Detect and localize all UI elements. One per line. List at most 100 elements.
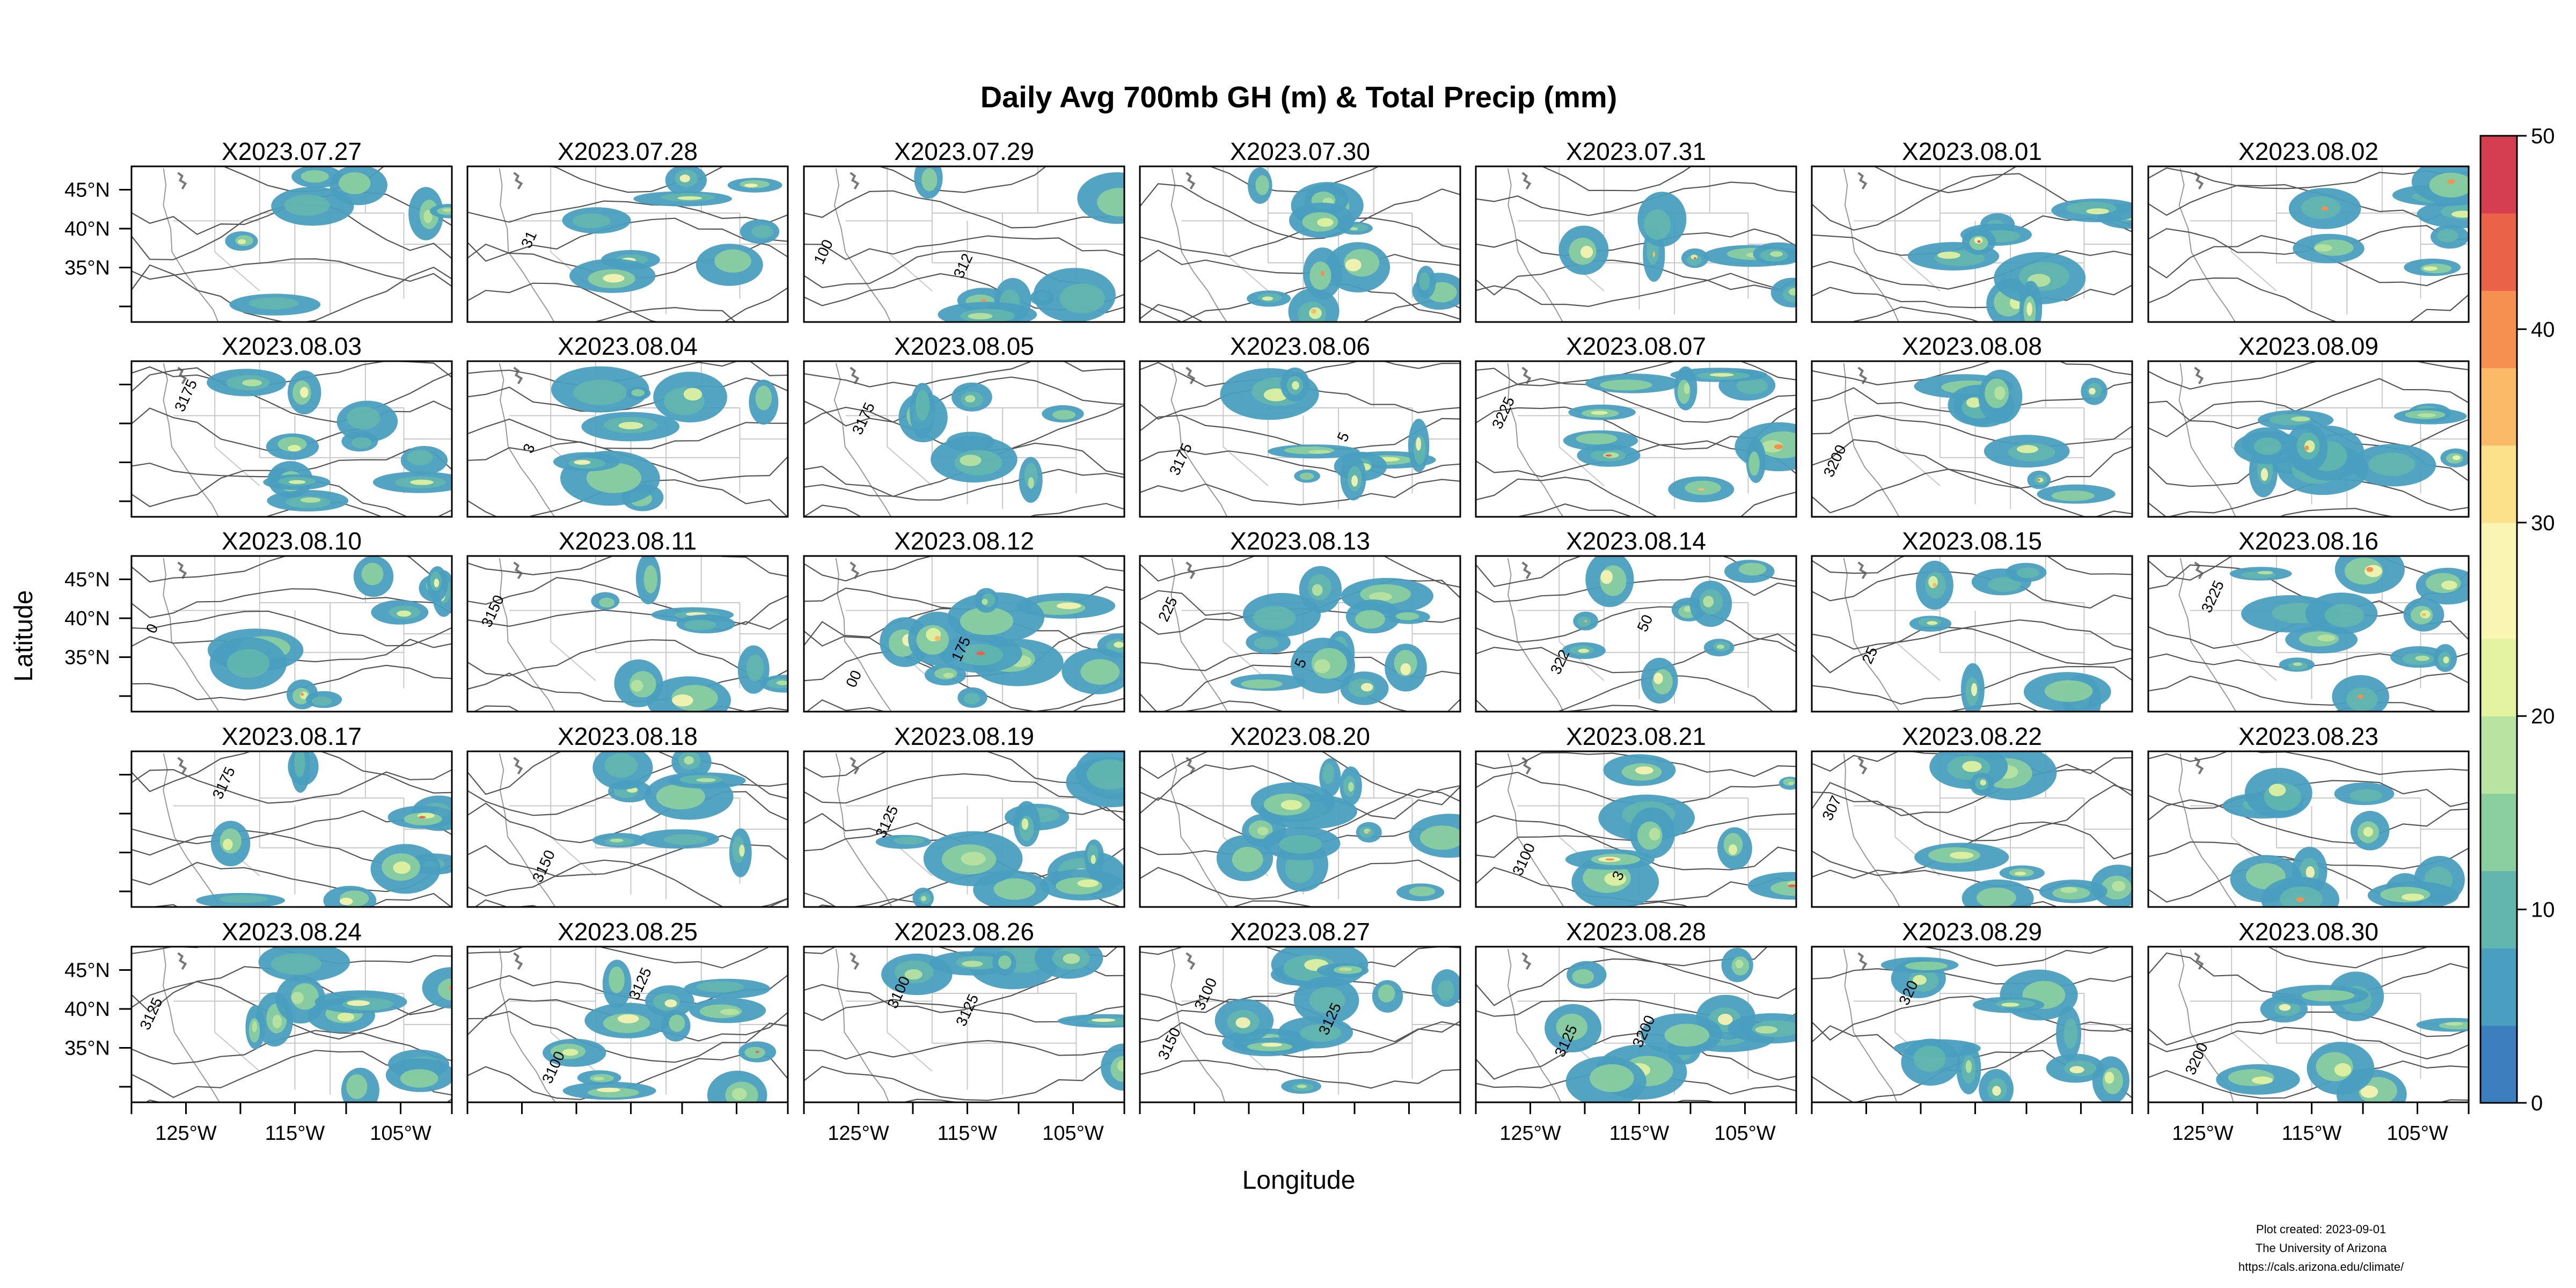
precip-area [1748, 451, 1760, 476]
gh-contour [149, 892, 452, 907]
y-tick-label: 35°N [64, 647, 110, 669]
precip-area [2001, 1002, 2019, 1007]
colorbar-segment [2480, 716, 2517, 755]
puget-sound [177, 757, 187, 775]
precip-area [1091, 855, 1096, 864]
gh-contour [1181, 700, 1285, 712]
precip-area [1644, 209, 1671, 240]
precip-peak [2366, 567, 2374, 572]
precip-area [2069, 1066, 2084, 1073]
precip-area [714, 249, 751, 273]
panel-title: X2023.08.19 [894, 722, 1034, 750]
gh-contour [467, 282, 788, 322]
precip-area [289, 480, 306, 484]
map-area: 3175 5 [1140, 361, 1460, 517]
y-tick-label: 45°N [64, 569, 110, 591]
colorbar-segment [2480, 599, 2517, 639]
panel-title: X2023.08.09 [2238, 332, 2379, 360]
map-area [1476, 166, 1796, 322]
state-border [214, 446, 260, 486]
gh-contour [1140, 1021, 1460, 1058]
precip-area [2260, 468, 2268, 481]
precip-area [337, 1013, 355, 1022]
state-border [2231, 641, 2277, 681]
colorbar-segment [2480, 329, 2517, 369]
precip-area [352, 437, 372, 449]
panel: X2023.08.19 3125 [803, 722, 1125, 908]
panel-frame [2147, 165, 2470, 323]
coastline [163, 363, 219, 517]
gh-contour [1140, 556, 1460, 588]
coastline [499, 363, 555, 517]
panel: X2023.08.23 [2147, 722, 2470, 908]
gh-contour [467, 377, 788, 412]
panel: X2023.08.11 3150 [466, 527, 789, 713]
footer-org: The University of Arizona [2256, 1241, 2387, 1255]
gh-contour [1812, 626, 2132, 674]
panel-title: X2023.08.18 [558, 722, 698, 750]
colorbar-tick-label: 10 [2531, 898, 2555, 922]
gh-contour [131, 258, 452, 287]
coastline [835, 753, 892, 907]
contour-label: 0 [143, 621, 162, 635]
puget-sound [177, 561, 187, 580]
precip-area [663, 834, 708, 845]
gh-contour [1140, 249, 1460, 274]
precip-area [2445, 1022, 2463, 1026]
panel-title: X2023.08.17 [222, 722, 362, 750]
state-border [214, 251, 260, 291]
contour-label: 50 [1634, 612, 1656, 634]
coastline [1170, 168, 1227, 322]
precip-area [272, 1014, 282, 1029]
colorbar-segment [2480, 677, 2517, 716]
precip-area [237, 239, 246, 244]
panel-frame [1811, 360, 2133, 518]
footer-created: Plot created: 2023-09-01 [2256, 1223, 2386, 1236]
precip-area [1024, 463, 1038, 488]
x-axis-label: Longitude [1242, 1166, 1356, 1195]
precip-area [963, 693, 980, 705]
precip-area [2360, 1085, 2379, 1098]
precip-peak [419, 816, 426, 818]
gh-contour [2148, 751, 2469, 775]
state-border [1223, 446, 1269, 486]
precip-area [410, 479, 434, 485]
contour-label: 3225 [1489, 394, 1518, 431]
state-border [1223, 251, 1269, 291]
precip-area [434, 579, 440, 588]
precip-area [1577, 616, 1591, 627]
panel-title: X2023.08.10 [222, 527, 362, 555]
puget-sound [177, 952, 187, 970]
state-border [1894, 251, 1941, 291]
x-tick-label: 105°W [1714, 1122, 1776, 1145]
coastline [2178, 363, 2236, 517]
gh-contour [804, 235, 1124, 260]
precip-area [1980, 779, 1986, 786]
coastline [499, 558, 555, 712]
precip-area [288, 445, 301, 452]
colorbar-segment [2480, 909, 2517, 949]
panel-title: X2023.08.15 [1902, 527, 2042, 555]
precip-area [242, 379, 262, 386]
coastline [163, 753, 220, 907]
map-area: 0 [131, 556, 452, 712]
precip-area [400, 1069, 438, 1088]
gh-contour [1476, 606, 1796, 653]
panel-title: X2023.08.30 [2238, 918, 2379, 946]
precip-area [664, 999, 677, 1008]
gh-contour [1812, 250, 2132, 290]
precip-area [2112, 881, 2126, 892]
precip-area [993, 878, 1036, 900]
state-border [2231, 251, 2277, 291]
precip-area [1416, 437, 1422, 451]
puget-sound [513, 757, 523, 775]
precip-area [2363, 826, 2373, 837]
map-area [2148, 751, 2469, 907]
precip-area [1635, 766, 1653, 774]
gh-contour [2148, 277, 2469, 322]
panel-frame [1139, 555, 1461, 713]
